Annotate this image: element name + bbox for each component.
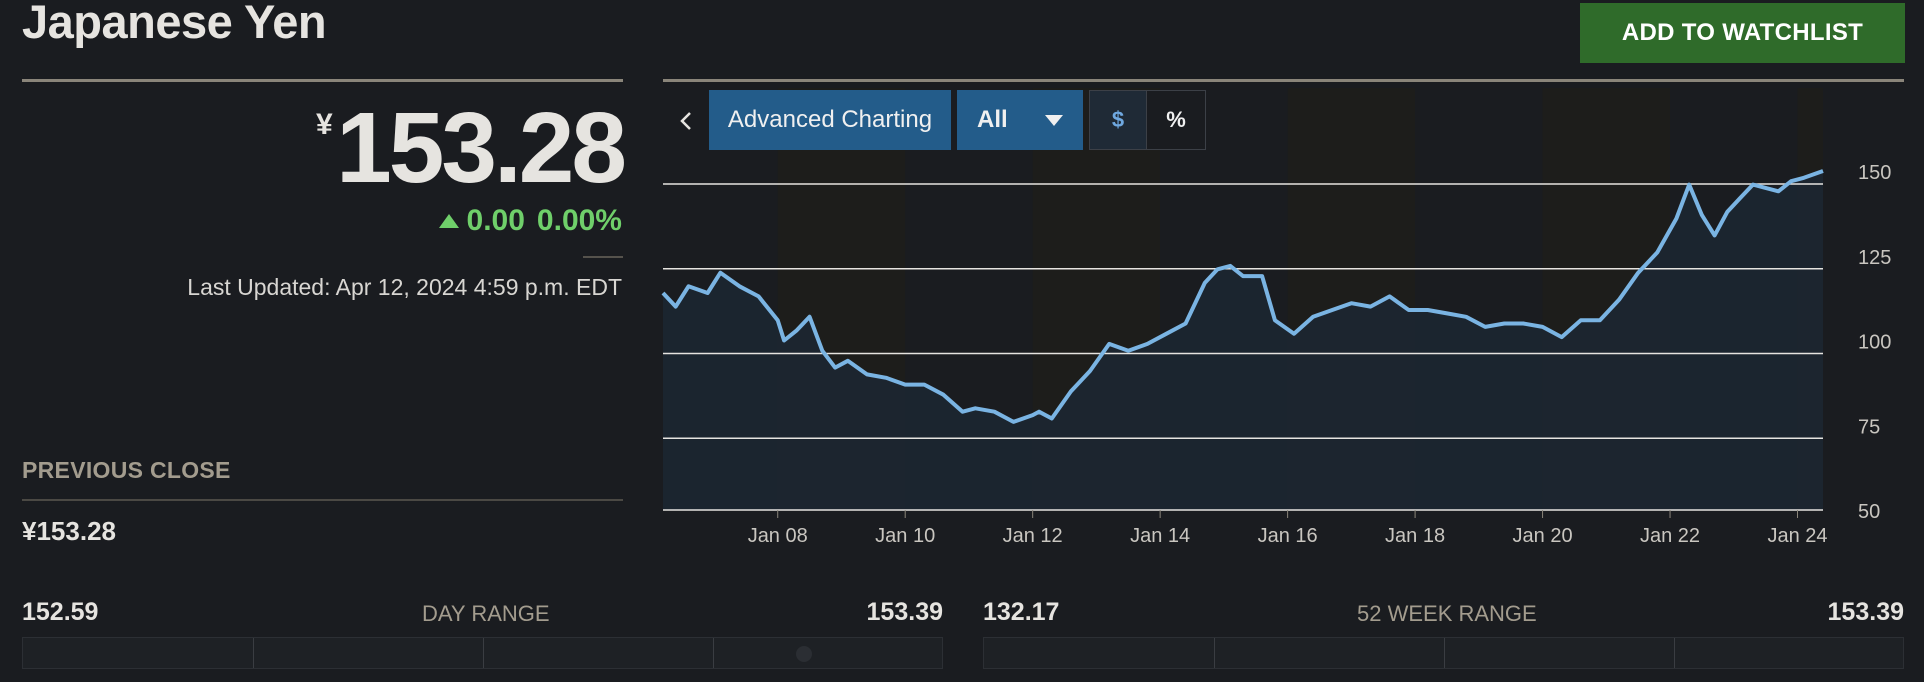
previous-close-label: PREVIOUS CLOSE — [22, 457, 231, 483]
price-change: 0.00 0.00% — [438, 204, 622, 238]
chart-area — [663, 171, 1823, 510]
52-week-range-low: 132.17 — [983, 598, 1060, 626]
chevron-down-icon — [1045, 114, 1063, 126]
page-title: Japanese Yen — [22, 0, 327, 48]
change-value: 0.00 — [466, 204, 525, 237]
x-tick-label: Jan 24 — [1767, 525, 1827, 547]
day-range-high: 153.39 — [866, 598, 943, 626]
day-range-low: 152.59 — [22, 598, 99, 626]
x-tick-label: Jan 10 — [875, 525, 935, 547]
chart-top-divider — [663, 79, 1904, 82]
divider — [583, 256, 623, 258]
current-price: 153.28 — [336, 92, 627, 204]
y-tick-label: 100 — [1858, 332, 1891, 354]
previous-close-divider — [22, 499, 623, 501]
currency-symbol: ¥ — [316, 108, 333, 141]
x-tick-label: Jan 20 — [1513, 525, 1573, 547]
change-percent: 0.00% — [536, 204, 622, 237]
advanced-charting-button[interactable]: Advanced Charting — [709, 90, 951, 150]
x-tick-label: Jan 08 — [748, 525, 808, 547]
52-week-range-bar — [983, 637, 1904, 669]
header-divider — [22, 79, 623, 82]
range-select[interactable]: All — [957, 90, 1083, 150]
y-tick-label: 150 — [1858, 162, 1891, 184]
52-week-range-label: 52 WEEK RANGE — [1357, 601, 1537, 626]
y-tick-label: 125 — [1858, 247, 1891, 269]
price-chart[interactable]: 150 125 100 75 50 Jan 08 Jan 10 Jan 12 Jan 14 Jan… — [660, 88, 1924, 548]
add-to-watchlist-button[interactable]: ADD TO WATCHLIST — [1580, 3, 1905, 63]
percent-toggle[interactable]: % — [1146, 90, 1206, 150]
y-tick-label: 50 — [1858, 501, 1880, 523]
day-range-marker — [796, 646, 812, 662]
day-range-label: DAY RANGE — [422, 601, 550, 626]
x-tick-label: Jan 12 — [1003, 525, 1063, 547]
previous-close-value: ¥153.28 — [22, 516, 116, 546]
day-range-bar — [22, 637, 943, 669]
up-arrow-icon — [438, 214, 459, 228]
x-tick-label: Jan 16 — [1258, 525, 1318, 547]
range-select-value: All — [977, 106, 1008, 133]
x-tick-label: Jan 14 — [1130, 525, 1190, 547]
price-line — [661, 169, 1824, 424]
52-week-range-high: 153.39 — [1827, 598, 1904, 626]
usd-toggle[interactable]: $ — [1089, 90, 1147, 150]
last-updated: Last Updated: Apr 12, 2024 4:59 p.m. EDT — [187, 274, 622, 300]
x-tick-label: Jan 18 — [1385, 525, 1445, 547]
chevron-left-icon[interactable] — [668, 92, 704, 150]
x-tick-label: Jan 22 — [1640, 525, 1700, 547]
y-tick-label: 75 — [1858, 416, 1880, 438]
